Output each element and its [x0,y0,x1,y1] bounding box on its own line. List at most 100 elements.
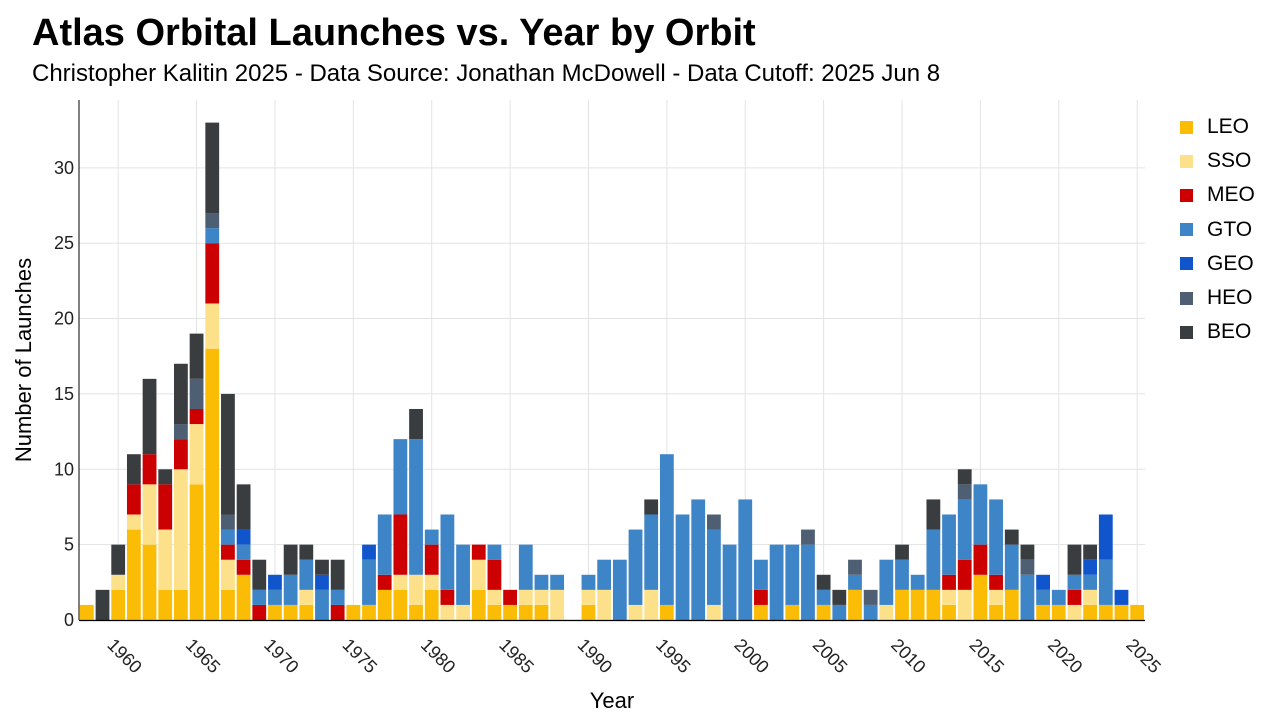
x-tick-label: 2010 [887,635,929,677]
bar-segment-gto [550,574,565,590]
bar-segment-meo [754,589,768,605]
bar-segment-meo [989,574,1003,590]
bar-segment-beo [926,499,941,530]
legend-label: MEO [1207,183,1255,207]
legend-swatch [1180,257,1193,271]
bar-segment-meo [424,544,439,575]
bar-segment-beo [205,122,220,214]
bar-segment-leo [189,484,204,620]
bar-segment-leo [581,604,596,620]
bar-segment-meo [440,589,455,605]
bar-segment-leo [173,589,188,620]
bar-segment-sso [1083,589,1098,605]
bars [79,122,1145,620]
bar-segment-leo [989,604,1003,620]
bar-segment-meo [173,439,188,470]
bar-segment-beo [111,544,126,575]
bar-segment-beo [644,499,659,515]
chart-title: Atlas Orbital Launches vs. Year by Orbit [32,12,756,54]
bar-segment-beo [252,559,267,590]
bar-segment-gto [252,589,267,605]
legend: LEO SSO MEO GTO GEO HEO BEO [1180,110,1255,349]
bar-segment-sso [706,604,721,620]
bar-segment-leo [1130,604,1145,620]
bar-segment-leo [424,589,439,620]
bar-segment-meo [142,454,157,485]
x-tick-label: 2025 [1122,635,1164,677]
bar-segment-beo [330,559,345,590]
bar-segment-gto [754,559,768,590]
bar-segment-sso [957,589,972,620]
bar-segment-leo [268,604,282,620]
bar-segment-meo [503,589,518,605]
bar-segment-gto [393,439,408,515]
bar-segment-geo [1083,559,1098,575]
bar-segment-beo [1067,544,1082,575]
legend-swatch [1180,291,1193,305]
bar-segment-meo [252,604,267,620]
bar-segment-sso [205,303,220,349]
bar-segment-sso [440,604,455,620]
x-axis-label: Year [590,688,634,713]
bar-segment-gto [769,544,784,620]
bar-segment-leo [1098,604,1113,620]
bar-segment-leo [205,348,220,620]
bar-segment-gto [942,514,956,575]
bar-segment-leo [534,604,549,620]
bar-segment-sso [628,604,643,620]
bar-segment-sso [471,559,486,590]
bar-segment-geo [1114,589,1129,605]
bar-segment-geo [315,574,329,590]
bar-segment-meo [221,544,235,560]
bar-segment-gto [315,589,329,620]
bar-segment-gto [1004,544,1019,590]
bar-segment-gto [816,589,831,605]
bar-segment-sso [409,574,423,605]
bar-segment-sso [142,484,157,545]
bar-segment-gto [691,499,706,620]
bar-segment-gto [989,499,1003,575]
x-tick-label: 2005 [809,635,851,677]
bar-segment-leo [1114,604,1129,620]
bar-segment-gto [895,559,909,590]
bar-segment-gto [785,544,800,605]
bar-segment-beo [236,484,251,530]
bar-segment-meo [205,243,220,304]
bar-segment-leo [111,589,126,620]
bar-segment-gto [1036,589,1051,605]
x-tick-label: 1965 [182,635,224,677]
bar-segment-gto [675,514,690,620]
bar-segment-gto [236,544,251,560]
bar-segment-beo [895,544,909,560]
bar-segment-gto [973,484,988,545]
bar-segment-geo [236,529,251,545]
legend-label: LEO [1207,115,1250,139]
legend-item-meo: MEO [1180,178,1255,212]
bar-segment-gto [456,544,470,605]
bar-segment-heo [173,424,188,440]
bar-segment-beo [95,589,110,620]
x-tick-label: 2015 [966,635,1008,677]
bar-segment-meo [330,604,345,620]
bar-segment-gto [268,589,282,605]
bar-segment-gto [801,544,815,620]
bar-segment-leo [895,589,909,620]
bar-segment-leo [848,589,862,620]
bar-segment-sso [597,589,612,620]
bar-segment-sso [518,589,533,605]
bar-segment-beo [221,393,235,515]
bar-segment-sso [424,574,439,590]
bar-segment-meo [471,544,486,560]
bar-segment-leo [142,544,157,620]
bar-segment-gto [221,529,235,545]
bar-segment-sso [581,589,596,605]
bar-segment-beo [832,589,847,605]
bar-segment-gto [628,529,643,605]
bar-segment-leo [1083,604,1098,620]
bar-segment-heo [205,213,220,229]
bar-segment-beo [142,378,157,455]
bar-segment-geo [1036,574,1051,590]
bar-segment-leo [816,604,831,620]
bar-segment-gto [848,574,862,590]
bar-segment-heo [801,529,815,545]
